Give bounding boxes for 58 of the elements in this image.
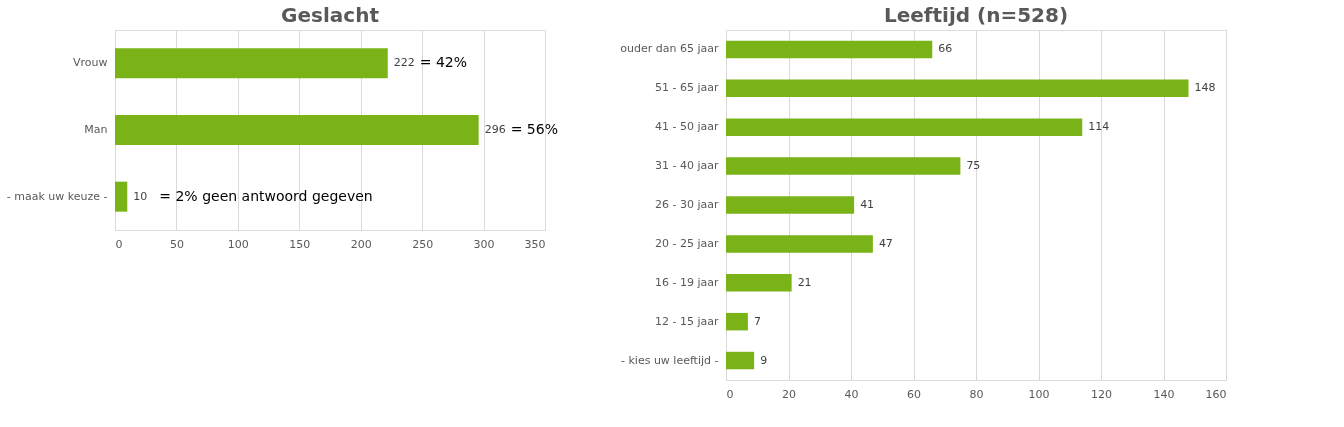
annotation: = 2% geen antwoord gegeven xyxy=(159,187,373,204)
x-tick-label: 250 xyxy=(412,237,434,251)
y-tick-label: ouder dan 65 jaar xyxy=(620,42,719,56)
y-tick-label: - maak uw keuze - xyxy=(6,189,108,203)
data-label: 222 xyxy=(393,56,415,70)
x-tick-label: 40 xyxy=(844,387,859,401)
x-tick-label: 20 xyxy=(782,387,796,401)
bar xyxy=(726,274,792,292)
bar xyxy=(726,196,855,214)
y-tick-label: 16 - 19 jaar xyxy=(654,275,719,289)
annotation: = 56% xyxy=(510,121,558,137)
bar xyxy=(726,351,755,370)
x-tick-label: 300 xyxy=(473,237,495,251)
bar xyxy=(115,181,128,212)
bar xyxy=(726,235,873,253)
bar xyxy=(726,157,961,175)
data-label: 41 xyxy=(860,198,875,211)
x-tick-label: 80 xyxy=(969,387,984,401)
data-label: 148 xyxy=(1194,81,1216,95)
annotation: = 42% xyxy=(419,54,468,71)
data-label: 296 xyxy=(484,123,506,136)
data-label: 47 xyxy=(878,236,893,250)
x-tick-label: 100 xyxy=(227,237,249,251)
y-tick-label: 12 - 15 jaar xyxy=(654,314,719,328)
chart-title: Geslacht xyxy=(281,3,380,27)
x-tick-label: 150 xyxy=(289,237,311,251)
y-tick-label: 20 - 25 jaar xyxy=(654,236,719,250)
bar xyxy=(115,48,388,79)
x-tick-label: 120 xyxy=(1091,387,1112,401)
x-tick-label: 100 xyxy=(1028,387,1050,401)
bar xyxy=(115,115,479,145)
data-label: 114 xyxy=(1088,120,1110,134)
bar xyxy=(726,79,1189,98)
y-tick-label: Vrouw xyxy=(72,56,108,70)
data-label: 75 xyxy=(966,159,981,173)
data-label: 66 xyxy=(938,42,953,56)
y-tick-label: Man xyxy=(84,123,108,136)
y-tick-label: 26 - 30 jaar xyxy=(654,198,719,211)
x-tick-label: 60 xyxy=(907,387,921,401)
data-label: 21 xyxy=(797,275,812,289)
x-tick-label: 50 xyxy=(169,237,184,251)
bar xyxy=(726,118,1083,136)
y-tick-label: 41 - 50 jaar xyxy=(654,120,719,134)
chart-title: Leeftijd (n=528) xyxy=(883,3,1069,27)
bar xyxy=(726,312,748,331)
y-tick-label: - kies uw leeftijd - xyxy=(621,353,719,367)
y-tick-label: 51 - 65 jaar xyxy=(654,81,719,95)
x-tick-label: 200 xyxy=(350,237,372,251)
x-tick-label: 0 xyxy=(115,237,123,251)
x-tick-label: 0 xyxy=(726,387,734,401)
data-label: 10 xyxy=(133,189,148,203)
x-tick-label: 140 xyxy=(1153,387,1175,401)
y-tick-label: 31 - 40 jaar xyxy=(654,159,719,173)
data-label: 9 xyxy=(760,353,768,367)
bar xyxy=(726,40,933,59)
x-tick-label: 350 xyxy=(524,237,546,251)
data-label: 7 xyxy=(753,314,761,328)
x-tick-label: 160 xyxy=(1205,387,1227,401)
